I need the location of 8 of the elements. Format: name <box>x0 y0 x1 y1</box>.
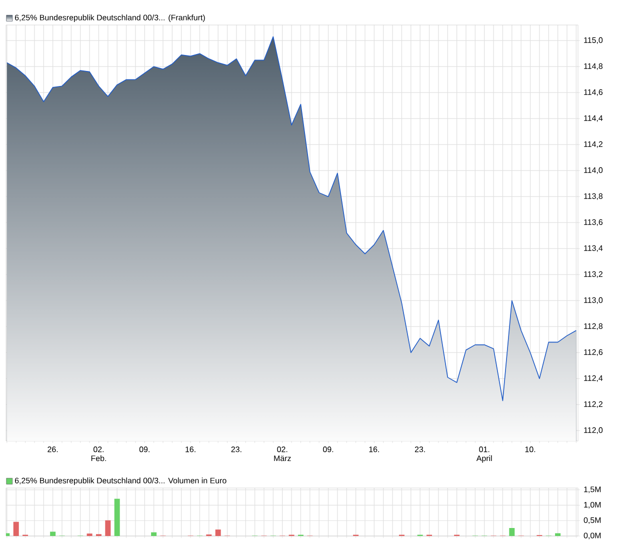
bar <box>509 528 515 536</box>
bar <box>13 522 19 536</box>
bar <box>114 498 120 536</box>
bar <box>151 532 157 536</box>
bar <box>555 533 561 536</box>
bar <box>50 532 56 536</box>
bar <box>215 530 221 536</box>
bar <box>105 520 111 536</box>
